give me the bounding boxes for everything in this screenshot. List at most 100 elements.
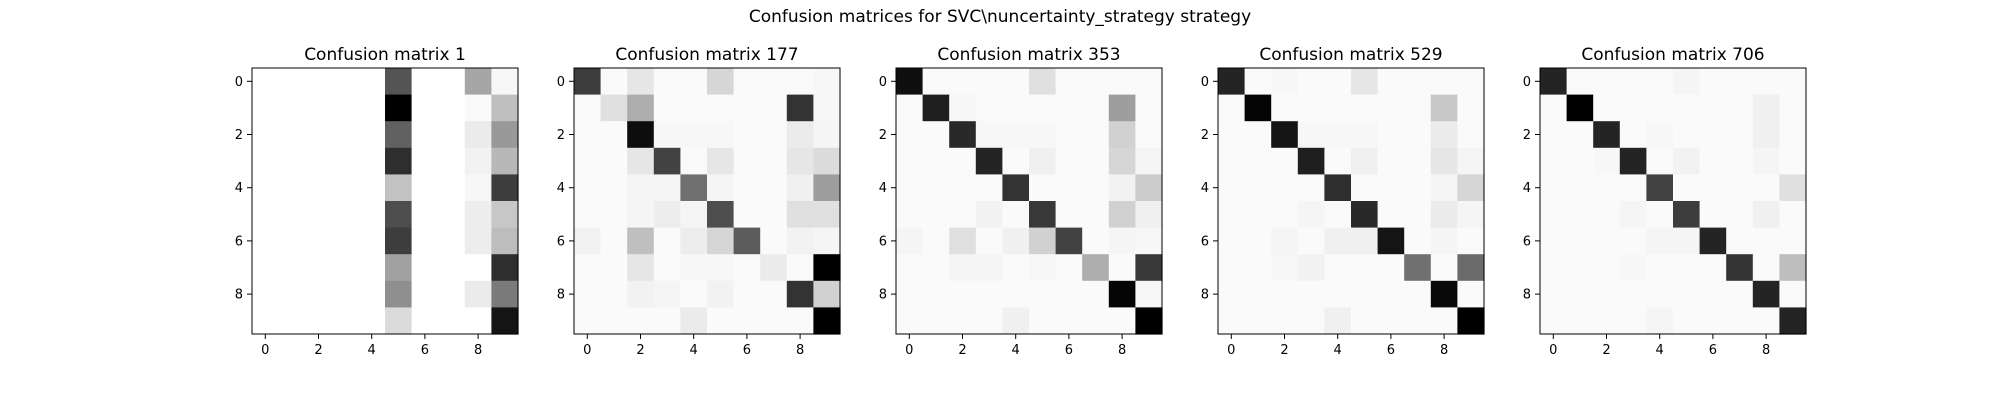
heatmap-cell: [680, 254, 708, 282]
heatmap-cell: [1377, 227, 1405, 255]
heatmap-cell: [1218, 254, 1246, 282]
heatmap-cell: [358, 307, 386, 335]
heatmap-cell: [1779, 174, 1807, 202]
heatmap-cell: [760, 307, 788, 335]
heatmap-cell: [975, 94, 1003, 122]
heatmap-cell: [1324, 94, 1352, 122]
heatmap-cell: [1673, 201, 1701, 229]
heatmap-cell: [1029, 280, 1057, 308]
heatmap-cell: [1108, 307, 1136, 335]
heatmap-cell: [1752, 227, 1780, 255]
heatmap-cell: [896, 254, 924, 282]
heatmap-cell: [1108, 68, 1136, 96]
y-tick-label: 2: [1523, 128, 1531, 143]
heatmap-cell: [1082, 174, 1110, 202]
heatmap-cell: [1752, 147, 1780, 175]
heatmap-cell: [1404, 174, 1432, 202]
heatmap-cell: [1593, 174, 1621, 202]
heatmap-cell: [464, 201, 492, 229]
axes-frame: [573, 67, 841, 335]
x-tick-label: 0: [583, 343, 591, 358]
heatmap-cell: [1540, 254, 1568, 282]
heatmap-cell: [896, 227, 924, 255]
heatmap-cell: [574, 121, 602, 149]
heatmap-cell: [949, 147, 977, 175]
heatmap-cell: [331, 121, 359, 149]
heatmap-cell: [760, 254, 788, 282]
heatmap-cell: [1135, 147, 1163, 175]
heatmap-cell: [1082, 227, 1110, 255]
heatmap-cell: [331, 68, 359, 96]
heatmap-cell: [813, 201, 841, 229]
heatmap-cell: [1457, 147, 1485, 175]
heatmap-cell: [1619, 94, 1647, 122]
heatmap-cell: [1779, 121, 1807, 149]
heatmap-cell: [1566, 174, 1594, 202]
heatmap-cell: [1055, 174, 1083, 202]
heatmap-cell: [627, 280, 655, 308]
heatmap-cell: [1082, 121, 1110, 149]
heatmap-cell: [1619, 254, 1647, 282]
confusion-matrix-panel: Confusion matrix 177 0 2 4 6 8 0 2 4 6 8: [557, 45, 841, 358]
heatmap-cell: [1108, 280, 1136, 308]
heatmap-cell: [438, 94, 466, 122]
heatmap-cell: [1351, 280, 1379, 308]
heatmap-cell: [1752, 121, 1780, 149]
y-tick-label: 2: [235, 128, 243, 143]
heatmap-cell: [786, 174, 814, 202]
heatmap-cell: [1108, 174, 1136, 202]
heatmap-cell: [760, 227, 788, 255]
y-tick-label: 0: [1201, 75, 1209, 90]
heatmap-cell: [600, 68, 628, 96]
heatmap-cell: [1351, 227, 1379, 255]
heatmap-cell: [1430, 94, 1458, 122]
heatmap-cell: [331, 254, 359, 282]
heatmap-cell: [949, 227, 977, 255]
heatmap-cell: [1029, 121, 1057, 149]
heatmap-cell: [1457, 68, 1485, 96]
axes-frame: [1539, 67, 1807, 335]
heatmap-cell: [1029, 68, 1057, 96]
heatmap-cell: [733, 147, 761, 175]
panel-title: Confusion matrix 706: [1581, 45, 1764, 65]
heatmap-cell: [1002, 201, 1030, 229]
heatmap-cell: [975, 68, 1003, 96]
heatmap-cell: [653, 254, 681, 282]
heatmap-cell: [1055, 280, 1083, 308]
confusion-matrix-panel: Confusion matrix 529 0 2 4 6 8 0 2 4 6 8: [1201, 45, 1485, 358]
heatmap-cell: [1726, 68, 1754, 96]
heatmap-cell: [1752, 254, 1780, 282]
heatmap-cell: [358, 94, 386, 122]
heatmap-cell: [1002, 307, 1030, 335]
heatmap-cell: [1430, 201, 1458, 229]
heatmap-cell: [627, 254, 655, 282]
heatmap-cell: [305, 174, 333, 202]
heatmap-cell: [574, 68, 602, 96]
heatmap-cell: [760, 68, 788, 96]
heatmap-cell: [1673, 280, 1701, 308]
heatmap-cell: [1271, 254, 1299, 282]
heatmap-cell: [1673, 94, 1701, 122]
heatmap-cell: [491, 307, 519, 335]
heatmap-cell: [491, 68, 519, 96]
heatmap-cell: [1377, 254, 1405, 282]
heatmap-cell: [252, 68, 280, 96]
y-tick-label: 8: [557, 288, 565, 303]
heatmap-cell: [707, 307, 735, 335]
heatmap-cell: [1002, 280, 1030, 308]
heatmap-cell: [1430, 121, 1458, 149]
heatmap-cell: [1457, 94, 1485, 122]
heatmap-cell: [949, 201, 977, 229]
heatmap-cell: [1430, 68, 1458, 96]
heatmap-cell: [653, 174, 681, 202]
y-tick-label: 8: [1201, 288, 1209, 303]
x-tick-label: 6: [421, 343, 429, 358]
heatmap-cell: [1218, 68, 1246, 96]
heatmap-cell: [1540, 201, 1568, 229]
heatmap-cell: [680, 121, 708, 149]
heatmap-cell: [1619, 280, 1647, 308]
heatmap-cell: [1566, 227, 1594, 255]
heatmap-cell: [1593, 201, 1621, 229]
panel-title: Confusion matrix 177: [615, 45, 798, 65]
